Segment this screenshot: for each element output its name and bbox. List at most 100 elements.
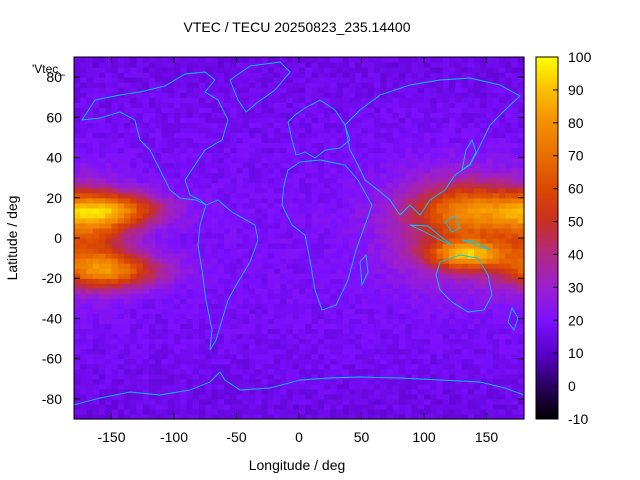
heatmap-cell	[299, 308, 306, 315]
heatmap-cell	[405, 202, 413, 209]
heatmap-cell	[411, 122, 419, 128]
heatmap-cell	[86, 227, 94, 234]
heatmap-cell	[386, 298, 394, 304]
heatmap-cell	[380, 348, 388, 355]
heatmap-cell	[130, 162, 138, 169]
heatmap-cell	[424, 132, 431, 139]
heatmap-cell	[149, 368, 156, 375]
heatmap-cell	[392, 107, 400, 113]
heatmap-cell	[330, 288, 338, 294]
heatmap-cell	[174, 258, 181, 264]
heatmap-cell	[430, 87, 438, 93]
heatmap-cell	[74, 293, 81, 299]
heatmap-cell	[492, 182, 500, 189]
heatmap-cell	[324, 293, 331, 299]
heatmap-cell	[467, 343, 475, 350]
heatmap-cell	[486, 248, 494, 254]
heatmap-cell	[405, 207, 413, 214]
heatmap-cell	[180, 398, 188, 405]
heatmap-cell	[361, 413, 369, 420]
heatmap-cell	[186, 383, 194, 390]
heatmap-cell	[255, 137, 263, 144]
heatmap-cell	[111, 393, 119, 400]
heatmap-cell	[224, 248, 231, 254]
heatmap-cell	[117, 368, 125, 375]
heatmap-cell	[474, 182, 481, 189]
heatmap-cell	[142, 308, 150, 315]
heatmap-cell	[349, 82, 356, 88]
heatmap-cell	[380, 172, 388, 179]
heatmap-cell	[124, 227, 131, 234]
heatmap-cell	[99, 358, 106, 365]
heatmap-cell	[161, 403, 169, 410]
heatmap-cell	[205, 212, 213, 219]
heatmap-cell	[380, 388, 388, 395]
heatmap-cell	[217, 82, 225, 88]
heatmap-cell	[511, 202, 519, 209]
heatmap-cell	[349, 202, 356, 209]
heatmap-cell	[299, 268, 306, 274]
heatmap-cell	[405, 222, 413, 229]
heatmap-cell	[467, 333, 475, 340]
heatmap-cell	[399, 77, 406, 83]
heatmap-cell	[249, 363, 256, 370]
heatmap-cell	[174, 278, 181, 284]
heatmap-cell	[517, 142, 525, 149]
heatmap-cell	[299, 152, 306, 159]
heatmap-cell	[111, 232, 119, 239]
heatmap-cell	[161, 238, 169, 244]
heatmap-cell	[274, 92, 281, 98]
heatmap-cell	[261, 248, 269, 254]
heatmap-cell	[517, 82, 525, 88]
heatmap-cell	[405, 107, 413, 113]
heatmap-cell	[399, 368, 406, 375]
heatmap-cell	[374, 82, 381, 88]
heatmap-cell	[167, 222, 175, 229]
heatmap-cell	[99, 408, 106, 415]
heatmap-cell	[255, 403, 263, 410]
heatmap-cell	[230, 77, 238, 83]
heatmap-cell	[430, 293, 438, 299]
heatmap-cell	[86, 308, 94, 315]
heatmap-cell	[517, 122, 525, 128]
heatmap-cell	[105, 152, 113, 159]
heatmap-cell	[324, 378, 331, 385]
heatmap-cell	[180, 313, 188, 320]
heatmap-cell	[424, 147, 431, 154]
heatmap-cell	[217, 122, 225, 128]
heatmap-cell	[355, 278, 363, 284]
heatmap-cell	[236, 348, 244, 355]
heatmap-cell	[336, 222, 344, 229]
heatmap-cell	[149, 353, 156, 360]
heatmap-cell	[211, 82, 219, 88]
heatmap-cell	[74, 328, 81, 335]
heatmap-cell	[386, 288, 394, 294]
heatmap-cell	[167, 202, 175, 209]
heatmap-cell	[99, 353, 106, 360]
heatmap-cell	[192, 318, 200, 325]
heatmap-cell	[361, 328, 369, 335]
heatmap-cell	[205, 378, 213, 385]
heatmap-cell	[411, 328, 419, 335]
heatmap-cell	[349, 263, 356, 269]
heatmap-cell	[192, 363, 200, 370]
heatmap-cell	[511, 398, 519, 405]
heatmap-cell	[480, 147, 488, 154]
heatmap-cell	[305, 298, 313, 304]
heatmap-cell	[217, 278, 225, 284]
heatmap-cell	[292, 328, 300, 335]
heatmap-cell	[324, 227, 331, 234]
heatmap-cell	[92, 67, 100, 73]
heatmap-cell	[317, 192, 325, 199]
heatmap-cell	[186, 283, 194, 289]
heatmap-cell	[161, 162, 169, 169]
heatmap-cell	[355, 112, 363, 118]
heatmap-cell	[511, 77, 519, 83]
heatmap-cell	[211, 112, 219, 118]
heatmap-cell	[511, 383, 519, 390]
heatmap-cell	[499, 313, 506, 320]
heatmap-cell	[236, 142, 244, 149]
heatmap-cell	[486, 298, 494, 304]
heatmap-cell	[99, 278, 106, 284]
heatmap-cell	[80, 383, 88, 390]
